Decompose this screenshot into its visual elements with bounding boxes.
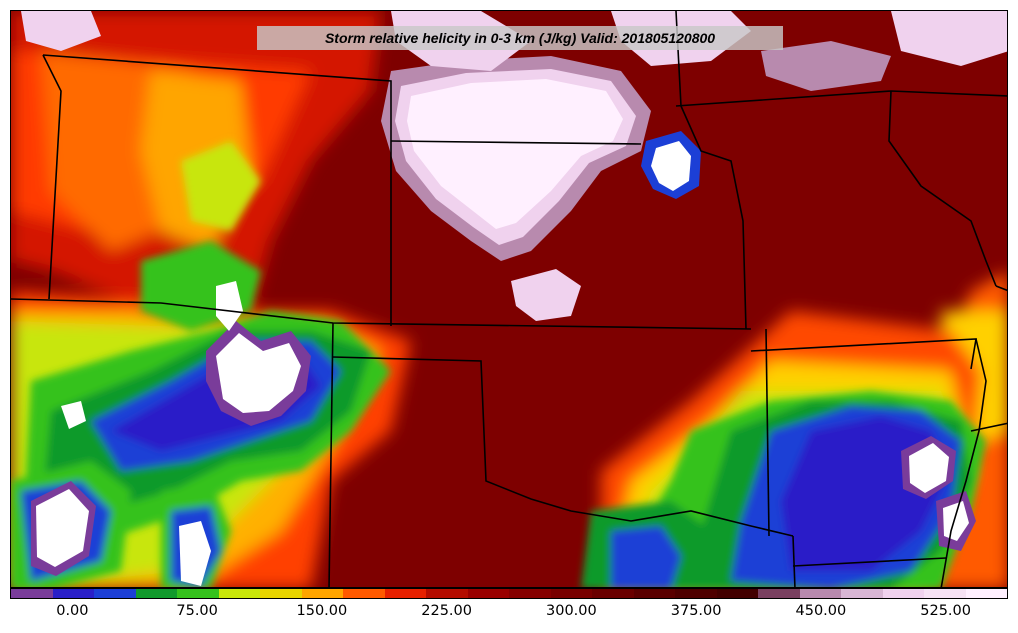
- colorbar-swatch: [218, 589, 260, 598]
- state-boundaries: [11, 11, 1007, 587]
- colorbar-tick-label: 150.00: [296, 603, 348, 619]
- colorbar-swatch: [592, 589, 634, 598]
- field-white-patches-west: [31, 281, 311, 586]
- colorbar-swatch: [301, 589, 343, 598]
- colorbar-swatch: [177, 589, 219, 598]
- colorbar-swatch: [675, 589, 717, 598]
- colorbar-swatch: [52, 589, 94, 598]
- field-white-patches-southeast: [901, 436, 976, 551]
- colorbar: [10, 588, 1008, 599]
- colorbar-swatch: [94, 589, 136, 598]
- colorbar-swatch: [135, 589, 177, 598]
- colorbar-tick-label: 300.00: [546, 603, 597, 619]
- colorbar-swatch: [924, 589, 966, 598]
- colorbar-swatch: [633, 589, 675, 598]
- colorbar-tick-label: 375.00: [670, 603, 722, 619]
- map-field: [11, 11, 1007, 587]
- field-green-blue-southeast: [581, 391, 986, 587]
- colorbar-swatch: [550, 589, 592, 598]
- colorbar-tick-labels: 0.00 75.00 150.00 225.00 300.00 375.00 450.00 5…: [10, 600, 1008, 626]
- colorbar-tick-label: 225.00: [421, 603, 472, 619]
- colorbar-swatch: [11, 589, 53, 598]
- colorbar-swatch: [384, 589, 426, 598]
- colorbar-swatch: [260, 589, 302, 598]
- colorbar-tick-label: 75.00: [176, 603, 218, 619]
- colorbar-swatch: [758, 589, 800, 598]
- colorbar-swatch: [467, 589, 509, 598]
- colorbar-tick-label: 450.00: [795, 603, 847, 619]
- colorbar-swatch: [426, 589, 468, 598]
- colorbar-tick-label: 525.00: [920, 603, 971, 619]
- colorbar-swatch: [882, 589, 924, 598]
- colorbar-swatch: [841, 589, 883, 598]
- colorbar-swatch: [799, 589, 841, 598]
- colorbar-swatch: [509, 589, 551, 598]
- colorbar-swatch: [965, 589, 1007, 598]
- map-title: Storm relative helicity in 0-3 km (J/kg)…: [257, 26, 783, 50]
- colorbar-swatch: [716, 589, 758, 598]
- colorbar-swatch: [343, 589, 385, 598]
- helicity-map: Storm relative helicity in 0-3 km (J/kg)…: [10, 10, 1008, 588]
- colorbar-tick-label: 0.00: [56, 603, 89, 619]
